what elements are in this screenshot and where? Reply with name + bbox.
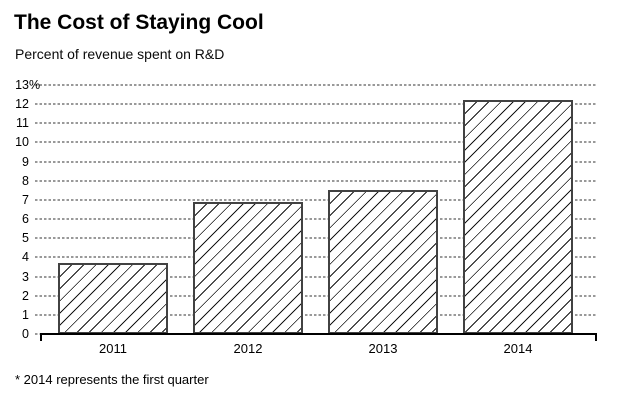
y-axis-tick-label: 12 [7,97,29,111]
plot-area [35,84,596,335]
x-axis-tick-label: 2011 [99,341,127,356]
y-axis-tick-label: 9 [7,155,29,169]
gridline [35,160,596,163]
gridline [35,103,596,106]
gridline [35,179,596,182]
y-axis-tick-label: 11 [7,116,29,130]
y-axis-tick-label: 8 [7,174,29,188]
y-axis-tick-label: 0 [7,327,29,341]
gridline [35,84,596,86]
bar-2012 [193,201,303,334]
y-tick-number: 11 [16,116,29,131]
y-axis-tick-label: 1 [7,308,29,322]
gridline [35,294,596,297]
x-axis-line [40,333,597,335]
chart-subtitle: Percent of revenue spent on R&D [15,46,225,62]
y-tick-number: 4 [22,250,29,265]
y-axis-tick-label: 4 [7,250,29,264]
y-tick-percent-sign: % [29,78,41,92]
x-axis-tick-label: 2012 [233,341,263,356]
gridline [35,218,596,221]
y-tick-number: 0 [22,327,29,341]
x-axis-end-tick-left [40,333,42,341]
x-axis-tick-label: 2014 [503,341,533,356]
y-tick-number: 2 [22,288,29,303]
gridline [35,275,596,278]
x-axis-end-tick-right [595,333,597,341]
gridline [35,122,596,125]
y-axis-tick-label: 3 [7,270,29,284]
gridline [35,313,596,316]
y-tick-number: 5 [22,231,29,246]
y-axis-tick-label: 13% [7,78,40,92]
chart-footnote: * 2014 represents the first quarter [15,372,209,387]
y-tick-number: 9 [22,154,29,169]
gridline [35,256,596,259]
bar-2013 [328,190,438,334]
y-tick-number: 13 [15,78,29,92]
bar-2014 [463,100,573,334]
y-tick-number: 6 [22,212,29,227]
y-tick-number: 7 [22,192,29,207]
gridline [35,237,596,240]
y-axis-tick-label: 6 [7,212,29,226]
y-tick-number: 1 [22,307,29,322]
gridline [35,141,596,144]
y-tick-number: 12 [15,97,29,112]
y-axis-tick-label: 7 [7,193,29,207]
y-tick-number: 3 [22,269,29,284]
y-tick-number: 8 [22,173,29,188]
y-tick-number: 10 [15,135,29,150]
y-axis-tick-label: 5 [7,231,29,245]
bar-2011 [58,263,168,334]
x-axis-tick-label: 2013 [368,341,398,356]
gridline [35,198,596,201]
y-axis-tick-label: 10 [7,135,29,149]
y-axis-tick-label: 2 [7,289,29,303]
chart-title: The Cost of Staying Cool [14,11,264,34]
